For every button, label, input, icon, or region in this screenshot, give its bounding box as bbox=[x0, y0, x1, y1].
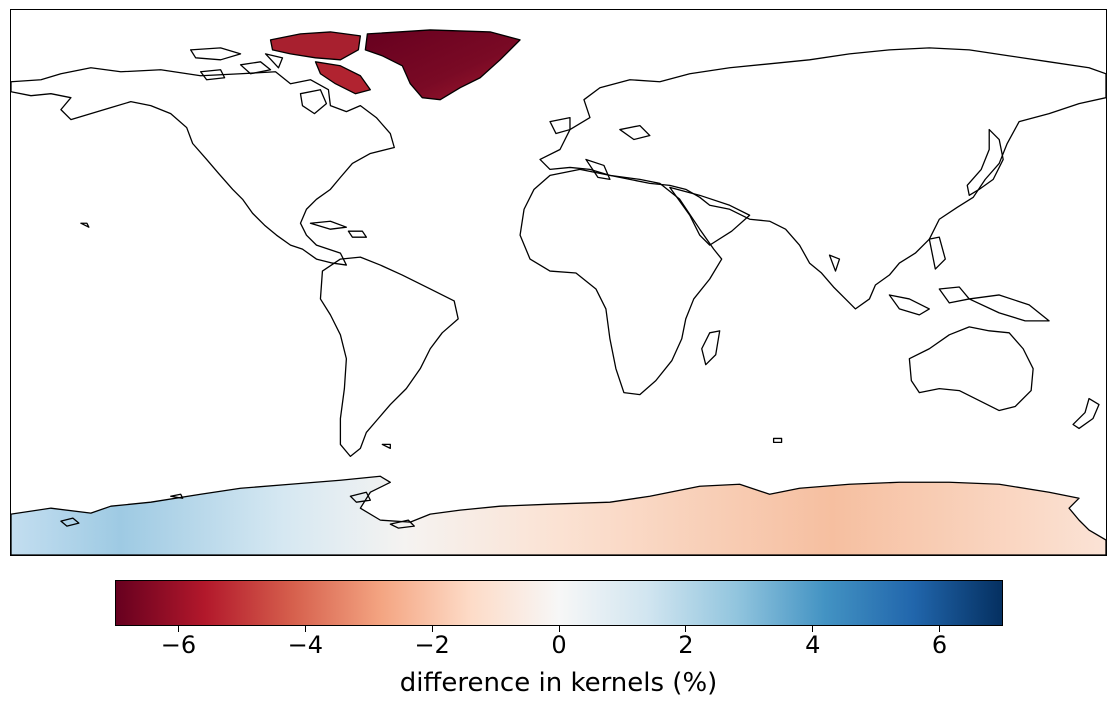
world-map bbox=[10, 9, 1107, 556]
map-canvas bbox=[11, 29, 1106, 555]
colorbar-tick-mark bbox=[431, 626, 433, 632]
colorbar bbox=[115, 580, 1003, 626]
colorbar-tick-label: 2 bbox=[678, 631, 694, 659]
africa-coast bbox=[519, 168, 723, 396]
colorbar-tick-label: −4 bbox=[287, 631, 323, 659]
eurasia-coast bbox=[539, 47, 1106, 310]
south-america-coast bbox=[319, 256, 459, 458]
colorbar-tick-mark bbox=[685, 626, 687, 632]
colorbar-tick-label: 6 bbox=[931, 631, 948, 659]
colorbar-tick-label: 0 bbox=[551, 631, 567, 659]
australia-coast bbox=[908, 326, 1034, 412]
antarctica-region bbox=[11, 475, 1106, 555]
colorbar-tick-label: 4 bbox=[805, 631, 821, 659]
greenland-region bbox=[364, 29, 521, 101]
north-america-coast bbox=[11, 67, 395, 266]
colorbar-tick-label: −6 bbox=[160, 631, 197, 659]
canadian-arctic-region bbox=[269, 31, 362, 61]
colorbar-tick-mark bbox=[939, 626, 941, 632]
antarctic-islands bbox=[60, 491, 415, 529]
colorbar-label: difference in kernels (%) bbox=[399, 668, 718, 698]
colorbar-tick-mark bbox=[177, 626, 179, 632]
colorbar-tick-mark bbox=[304, 626, 306, 632]
colorbar-tick-mark bbox=[558, 626, 560, 632]
baffin-island-region bbox=[314, 61, 371, 95]
colorbar-tick-mark bbox=[812, 626, 814, 632]
colorbar-tick-label: −2 bbox=[414, 631, 450, 659]
